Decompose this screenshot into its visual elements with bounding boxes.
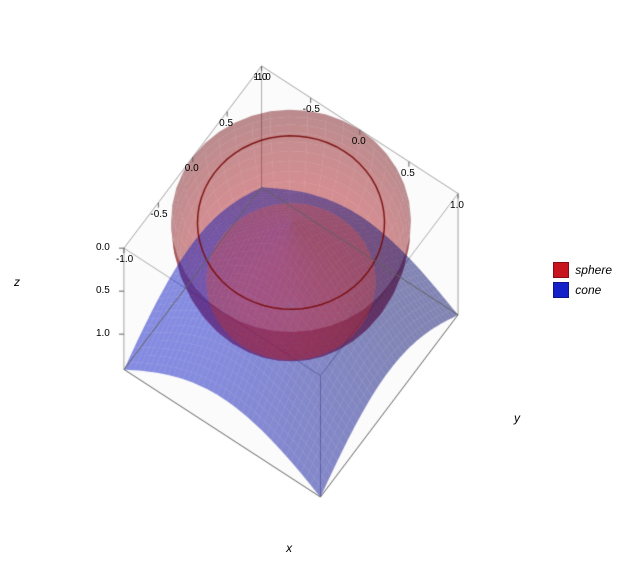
x-tick: 0.5 [401, 168, 415, 179]
z-tick: 0.0 [96, 242, 110, 253]
y-tick: 0.5 [219, 118, 233, 129]
y-tick: -0.5 [150, 209, 167, 220]
y-tick: -1.0 [116, 254, 133, 265]
x-tick: -0.5 [303, 104, 320, 115]
z-tick: 1.0 [96, 328, 110, 339]
plot-3d [0, 0, 622, 563]
y-tick: 1.0 [254, 72, 268, 83]
legend-label-sphere: sphere [575, 263, 612, 277]
y-axis-label: y [514, 411, 520, 425]
legend-swatch-sphere [553, 262, 569, 278]
x-tick: 0.0 [352, 136, 366, 147]
x-axis-label: x [286, 541, 292, 555]
legend-swatch-cone [553, 282, 569, 298]
z-axis-label: z [14, 275, 20, 289]
legend-item-cone: cone [553, 282, 612, 298]
legend: sphere cone [553, 262, 612, 302]
legend-label-cone: cone [575, 283, 601, 297]
y-tick: 0.0 [185, 163, 199, 174]
x-tick: 1.0 [450, 200, 464, 211]
legend-item-sphere: sphere [553, 262, 612, 278]
z-tick: 0.5 [96, 285, 110, 296]
